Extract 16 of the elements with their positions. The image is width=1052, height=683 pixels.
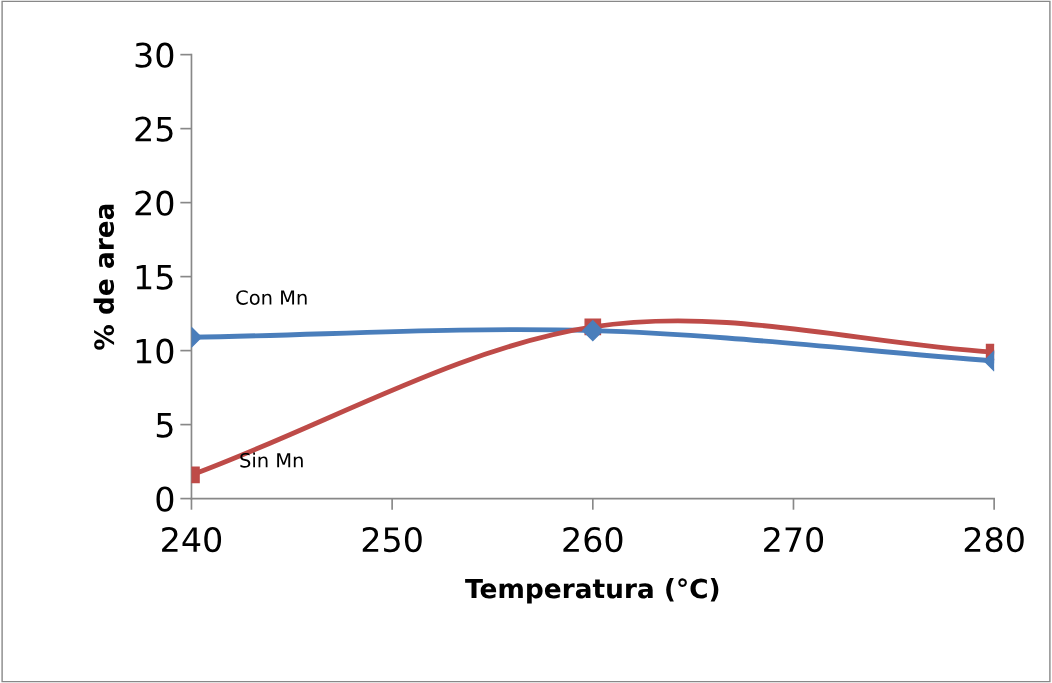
x-tick-label: 260 [563,526,623,553]
y-tick-label: 0 [156,486,174,512]
y-tick-label: 20 [135,190,174,216]
x-tick-label: 280 [964,526,1024,553]
y-tick-label: 30 [135,42,174,68]
y-tick-label: 25 [135,116,173,142]
y-tick-label: 15 [136,264,173,290]
y-tick-label: 10 [136,338,174,364]
y-axis-title: % de area [93,204,115,350]
x-tick-label: 270 [764,526,824,553]
series-label: Sin Mn [240,452,303,468]
x-tick-label: 240 [162,526,222,553]
x-tick-label: 250 [362,526,422,553]
y-tick-label: 5 [156,412,173,438]
series-label: Con Mn [236,290,307,305]
x-axis-title: Temperatura (°C) [465,578,719,604]
